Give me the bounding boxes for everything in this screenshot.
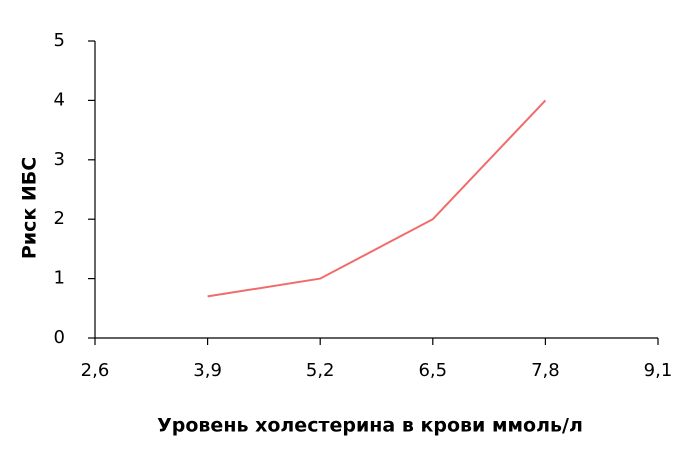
data-line [207, 99, 547, 298]
y-tick-label: 5 [54, 30, 65, 51]
x-tick-label: 7,8 [531, 360, 560, 381]
x-tick-label: 6,5 [418, 360, 447, 381]
x-tick-label: 9,1 [644, 360, 673, 381]
y-tick-label: 0 [54, 327, 65, 348]
x-tick-label: 2,6 [81, 360, 110, 381]
y-tick-label: 3 [54, 149, 65, 170]
y-tick-label: 2 [54, 208, 65, 229]
y-tick-label: 4 [54, 89, 65, 110]
y-axis-title: Риск ИБС [19, 157, 41, 259]
y-tick-label: 1 [54, 268, 65, 289]
x-axis-title: Уровень холестерина в крови ммоль/л [157, 415, 583, 437]
x-tick-label: 5,2 [306, 360, 335, 381]
x-tick-label: 3,9 [193, 360, 222, 381]
